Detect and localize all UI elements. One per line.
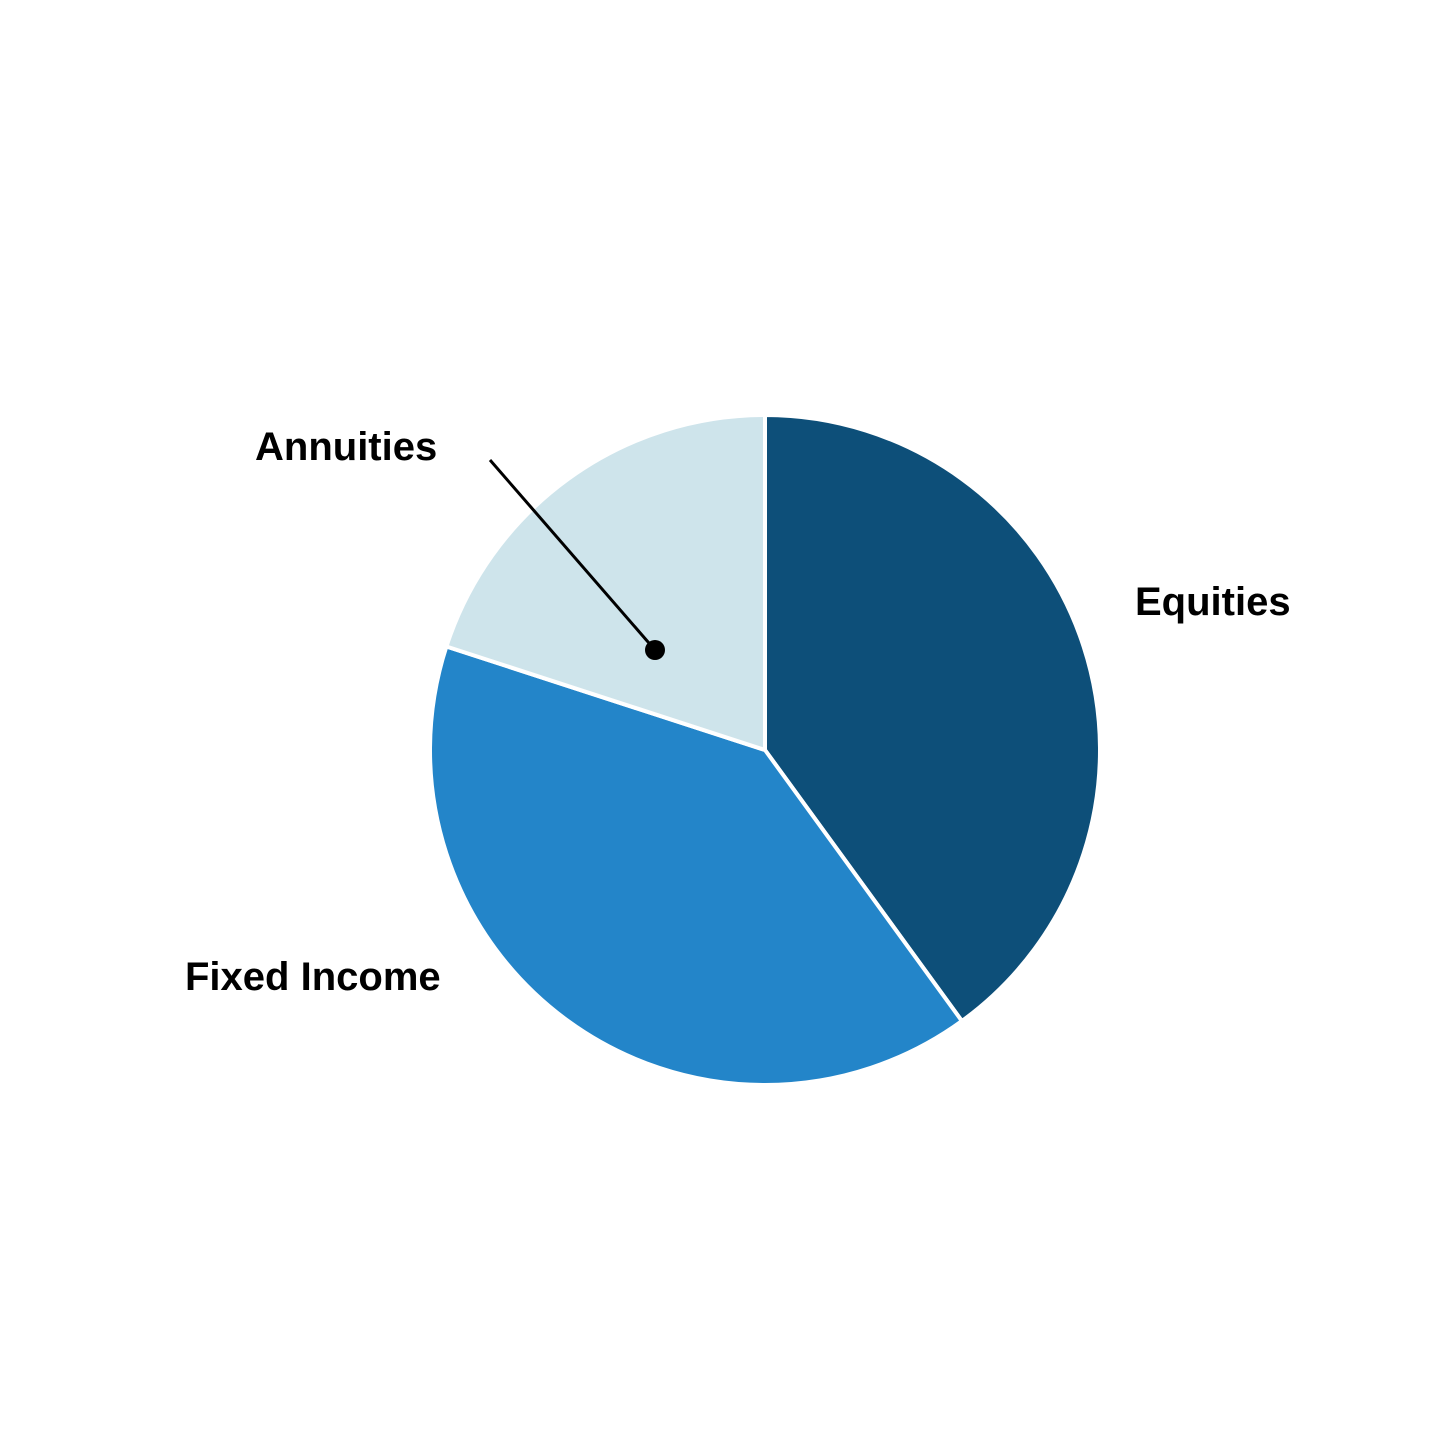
slice-label-annuities: Annuities — [255, 425, 437, 470]
pie-chart-container: Equities Fixed Income Annuities — [170, 270, 1270, 1170]
slice-label-fixed-income: Fixed Income — [185, 955, 441, 1000]
slice-label-equities: Equities — [1135, 580, 1291, 625]
leader-dot — [645, 640, 665, 660]
pie-chart — [170, 270, 1270, 1170]
